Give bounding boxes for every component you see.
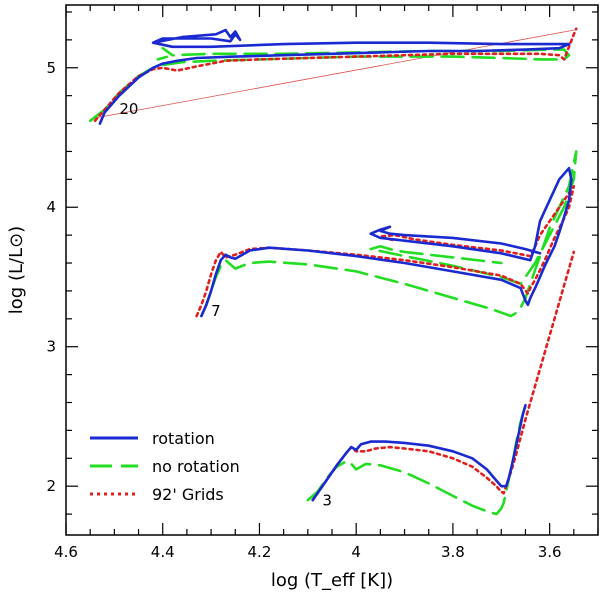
series-line-rotation-7: [200, 166, 573, 318]
x-tick-label: 3.6: [538, 543, 562, 561]
ticks-layer: 4.6 4.4 4.2 4 3.8 3.6 2 3 4 5: [46, 5, 599, 561]
x-tick-label: 4: [351, 543, 361, 561]
y-tick-label: 2: [46, 477, 56, 495]
legend-label-rotation: rotation: [152, 429, 215, 448]
series-line-92-grids-3: [311, 250, 576, 502]
mass-label-7: 7: [211, 302, 221, 320]
x-tick-label: 4.2: [248, 543, 272, 561]
series-line-rotation-20: [98, 28, 571, 125]
y-tick-label: 3: [46, 338, 56, 356]
x-tick-label: 4.4: [151, 543, 175, 561]
y-tick-label: 4: [46, 198, 56, 216]
series-layer: [88, 27, 578, 516]
series-line-no-rotation-20: [88, 46, 571, 123]
legend-label-no-rotation: no rotation: [152, 457, 240, 476]
mass-label-20: 20: [119, 100, 138, 118]
plot-frame: [65, 4, 599, 536]
series-line-92-grids-20: [93, 27, 578, 123]
x-tick-label: 4.6: [54, 543, 78, 561]
x-axis-label: log (T_eff [K]): [271, 570, 393, 591]
legend: rotation no rotation 92' Grids: [90, 429, 240, 504]
x-tick-label: 3.8: [441, 543, 465, 561]
y-tick-label: 5: [46, 59, 56, 77]
mass-label-3: 3: [322, 492, 332, 510]
y-axis-label: log (L/L⊙): [6, 226, 27, 314]
series-line-rotation-3: [311, 403, 527, 502]
series-line-no-rotation-7: [200, 150, 578, 318]
legend-label-92-grids: 92' Grids: [152, 485, 224, 504]
